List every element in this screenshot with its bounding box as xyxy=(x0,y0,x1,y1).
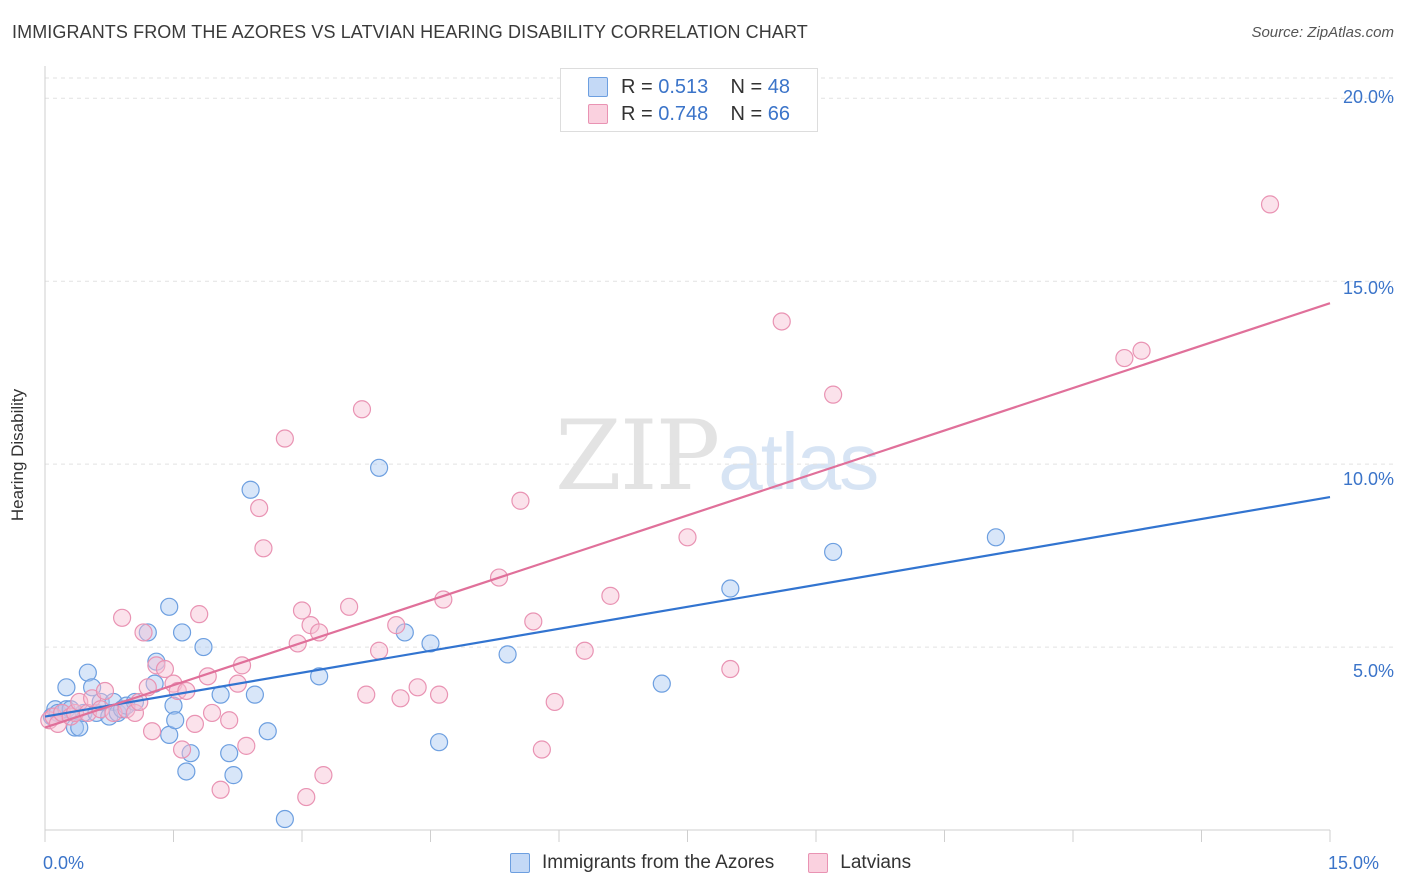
latvian-point xyxy=(95,681,115,701)
latvian-point xyxy=(314,766,333,785)
latvian-point xyxy=(134,623,153,642)
latvian-point xyxy=(190,605,209,624)
legend-label-azores: Immigrants from the Azores xyxy=(542,852,775,873)
series-legend: Immigrants from the Azores Latvians xyxy=(510,852,945,874)
latvian-point xyxy=(370,641,389,660)
azores-point xyxy=(57,678,76,697)
legend-swatch-pink xyxy=(588,104,608,124)
azores-point xyxy=(275,809,294,829)
legend-swatch-blue xyxy=(588,77,608,97)
latvian-point xyxy=(185,714,205,734)
latvian-point xyxy=(387,616,406,635)
latvian-point xyxy=(237,736,256,755)
azores-point xyxy=(241,480,260,499)
azores-point xyxy=(652,674,671,693)
chart-title: IMMIGRANTS FROM THE AZORES VS LATVIAN HE… xyxy=(12,22,808,42)
latvian-point xyxy=(524,612,543,631)
azores-point xyxy=(824,542,843,562)
azores-point xyxy=(498,645,517,664)
latvian-point xyxy=(772,312,791,331)
latvian-point xyxy=(275,429,294,448)
latvian-point xyxy=(297,787,316,807)
legend-swatch-pink xyxy=(808,853,829,873)
azores-point xyxy=(310,667,329,686)
latvian-point xyxy=(1132,341,1151,360)
latvian-point xyxy=(142,722,162,741)
legend-stats-azores: R = 0.513 N = 48 xyxy=(621,75,791,98)
watermark-zip: ZIP xyxy=(555,400,720,512)
latvian-point xyxy=(250,498,269,518)
latvian-point xyxy=(824,385,843,404)
azores-point xyxy=(166,711,185,730)
latvian-point xyxy=(340,597,359,616)
latvian-point xyxy=(125,703,145,723)
azores-point xyxy=(721,579,740,598)
correlation-legend: R = 0.513 N = 48 R = 0.748 N = 66 xyxy=(560,68,818,132)
latvian-point xyxy=(292,601,312,620)
latvian-point xyxy=(211,780,230,799)
azores-point xyxy=(986,528,1006,547)
legend-item-azores: Immigrants from the Azores xyxy=(510,852,774,874)
latvian-point xyxy=(155,659,175,679)
azores-points xyxy=(42,458,1006,829)
trend-lines xyxy=(44,302,1331,729)
latvian-point xyxy=(352,400,372,419)
azores-point xyxy=(370,458,389,477)
latvian-point xyxy=(1260,195,1280,214)
latvian-point xyxy=(545,692,564,712)
x-tick-label-max: 15.0% xyxy=(1328,853,1380,873)
latvian-point xyxy=(601,586,620,605)
azores-point xyxy=(429,733,449,752)
latvian-point xyxy=(220,711,239,730)
latvian-point xyxy=(575,641,594,660)
azores-point xyxy=(224,766,243,785)
azores-point xyxy=(78,663,97,682)
azores-point xyxy=(172,623,192,642)
azores-point xyxy=(164,696,183,715)
latvian-point xyxy=(172,740,192,759)
azores-point xyxy=(194,637,213,657)
azores-point xyxy=(245,685,264,704)
azores-point xyxy=(421,634,440,653)
latvian-point xyxy=(112,608,132,627)
azores-point xyxy=(160,597,179,616)
y-tick-label-10: 10.0% xyxy=(1342,469,1394,489)
azores-point xyxy=(65,718,85,737)
latvian-point xyxy=(254,539,273,558)
y-tick-label-15: 15.0% xyxy=(1342,278,1394,298)
latvian-point xyxy=(511,491,530,510)
latvian-point xyxy=(357,685,376,704)
latvian-point xyxy=(678,528,697,547)
legend-swatch-blue xyxy=(510,853,530,873)
latvian-point xyxy=(429,685,449,704)
source-label: Source: ZipAtlas.com xyxy=(1251,24,1394,41)
latvian-point xyxy=(202,703,222,723)
legend-item-latvians: Latvians xyxy=(808,852,911,874)
azores-trend-line xyxy=(44,495,1331,718)
azores-point xyxy=(258,722,277,741)
gridlines xyxy=(45,77,1395,648)
latvian-point xyxy=(1115,348,1134,368)
y-axis-title: Hearing Disability xyxy=(8,388,27,522)
y-tick-label-5: 5.0% xyxy=(1352,661,1394,681)
legend-label-latvians: Latvians xyxy=(840,852,912,873)
latvian-trend-line xyxy=(44,302,1331,729)
latvian-point xyxy=(391,689,410,708)
y-tick-label-20: 20.0% xyxy=(1342,87,1394,107)
axes xyxy=(44,66,1331,842)
latvian-point xyxy=(721,659,740,679)
x-tick-label-min: 0.0% xyxy=(43,853,85,873)
latvian-point xyxy=(408,678,427,697)
azores-point xyxy=(220,744,239,763)
latvian-point xyxy=(532,740,551,759)
azores-point xyxy=(177,762,196,781)
azores-point xyxy=(138,623,157,642)
legend-stats-latvians: R = 0.748 N = 66 xyxy=(621,102,791,125)
latvian-points xyxy=(40,195,1280,807)
